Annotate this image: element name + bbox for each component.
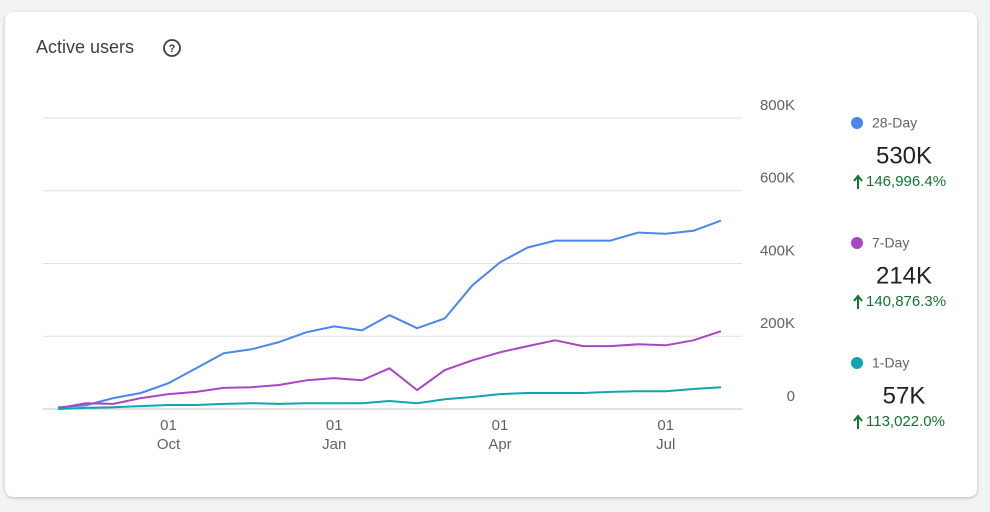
up-arrow	[853, 174, 863, 189]
card	[5, 12, 977, 497]
legend-change: 146,996.4%	[866, 173, 946, 190]
x-tick-label: 01 Apr	[488, 417, 512, 453]
series-line	[57, 330, 722, 410]
legend-total: 214K	[876, 262, 932, 289]
legend-change: 140,876.3%	[866, 293, 946, 310]
y-tick-label: 400K	[760, 242, 795, 259]
legend-name: 28-Day	[872, 115, 917, 131]
legend-item: 28-Day 530K 146,996.4%	[851, 115, 946, 190]
legend-dot	[851, 237, 863, 249]
up-arrow	[853, 294, 863, 309]
chart-title: Active users	[36, 37, 134, 57]
y-tick-label: 600K	[760, 170, 795, 187]
x-tick-label: 01 Jul	[656, 417, 676, 453]
legend-name: 7-Day	[872, 235, 909, 251]
legend-total: 57K	[883, 382, 926, 409]
help-mark: ?	[169, 43, 176, 55]
x-tick-label: 01 Oct	[156, 417, 181, 453]
legend-item: 7-Day 214K 140,876.3%	[851, 235, 946, 310]
help-circle	[163, 39, 181, 57]
y-tick-label: 200K	[760, 315, 795, 332]
y-tick-label: 800K	[760, 97, 795, 114]
y-tick-label: 0	[787, 388, 795, 405]
series-line	[57, 386, 722, 410]
x-tick-label: 01 Jan	[322, 417, 347, 453]
series-line	[57, 219, 722, 409]
legend-total: 530K	[876, 142, 932, 169]
legend-name: 1-Day	[872, 355, 909, 371]
help-icon[interactable]: ?	[163, 39, 181, 57]
legend-item: 1-Day 57K 113,022.0%	[851, 355, 945, 430]
legend-dot	[851, 117, 863, 129]
legend-dot	[851, 357, 863, 369]
up-arrow	[853, 414, 863, 429]
legend-change: 113,022.0%	[866, 413, 945, 430]
